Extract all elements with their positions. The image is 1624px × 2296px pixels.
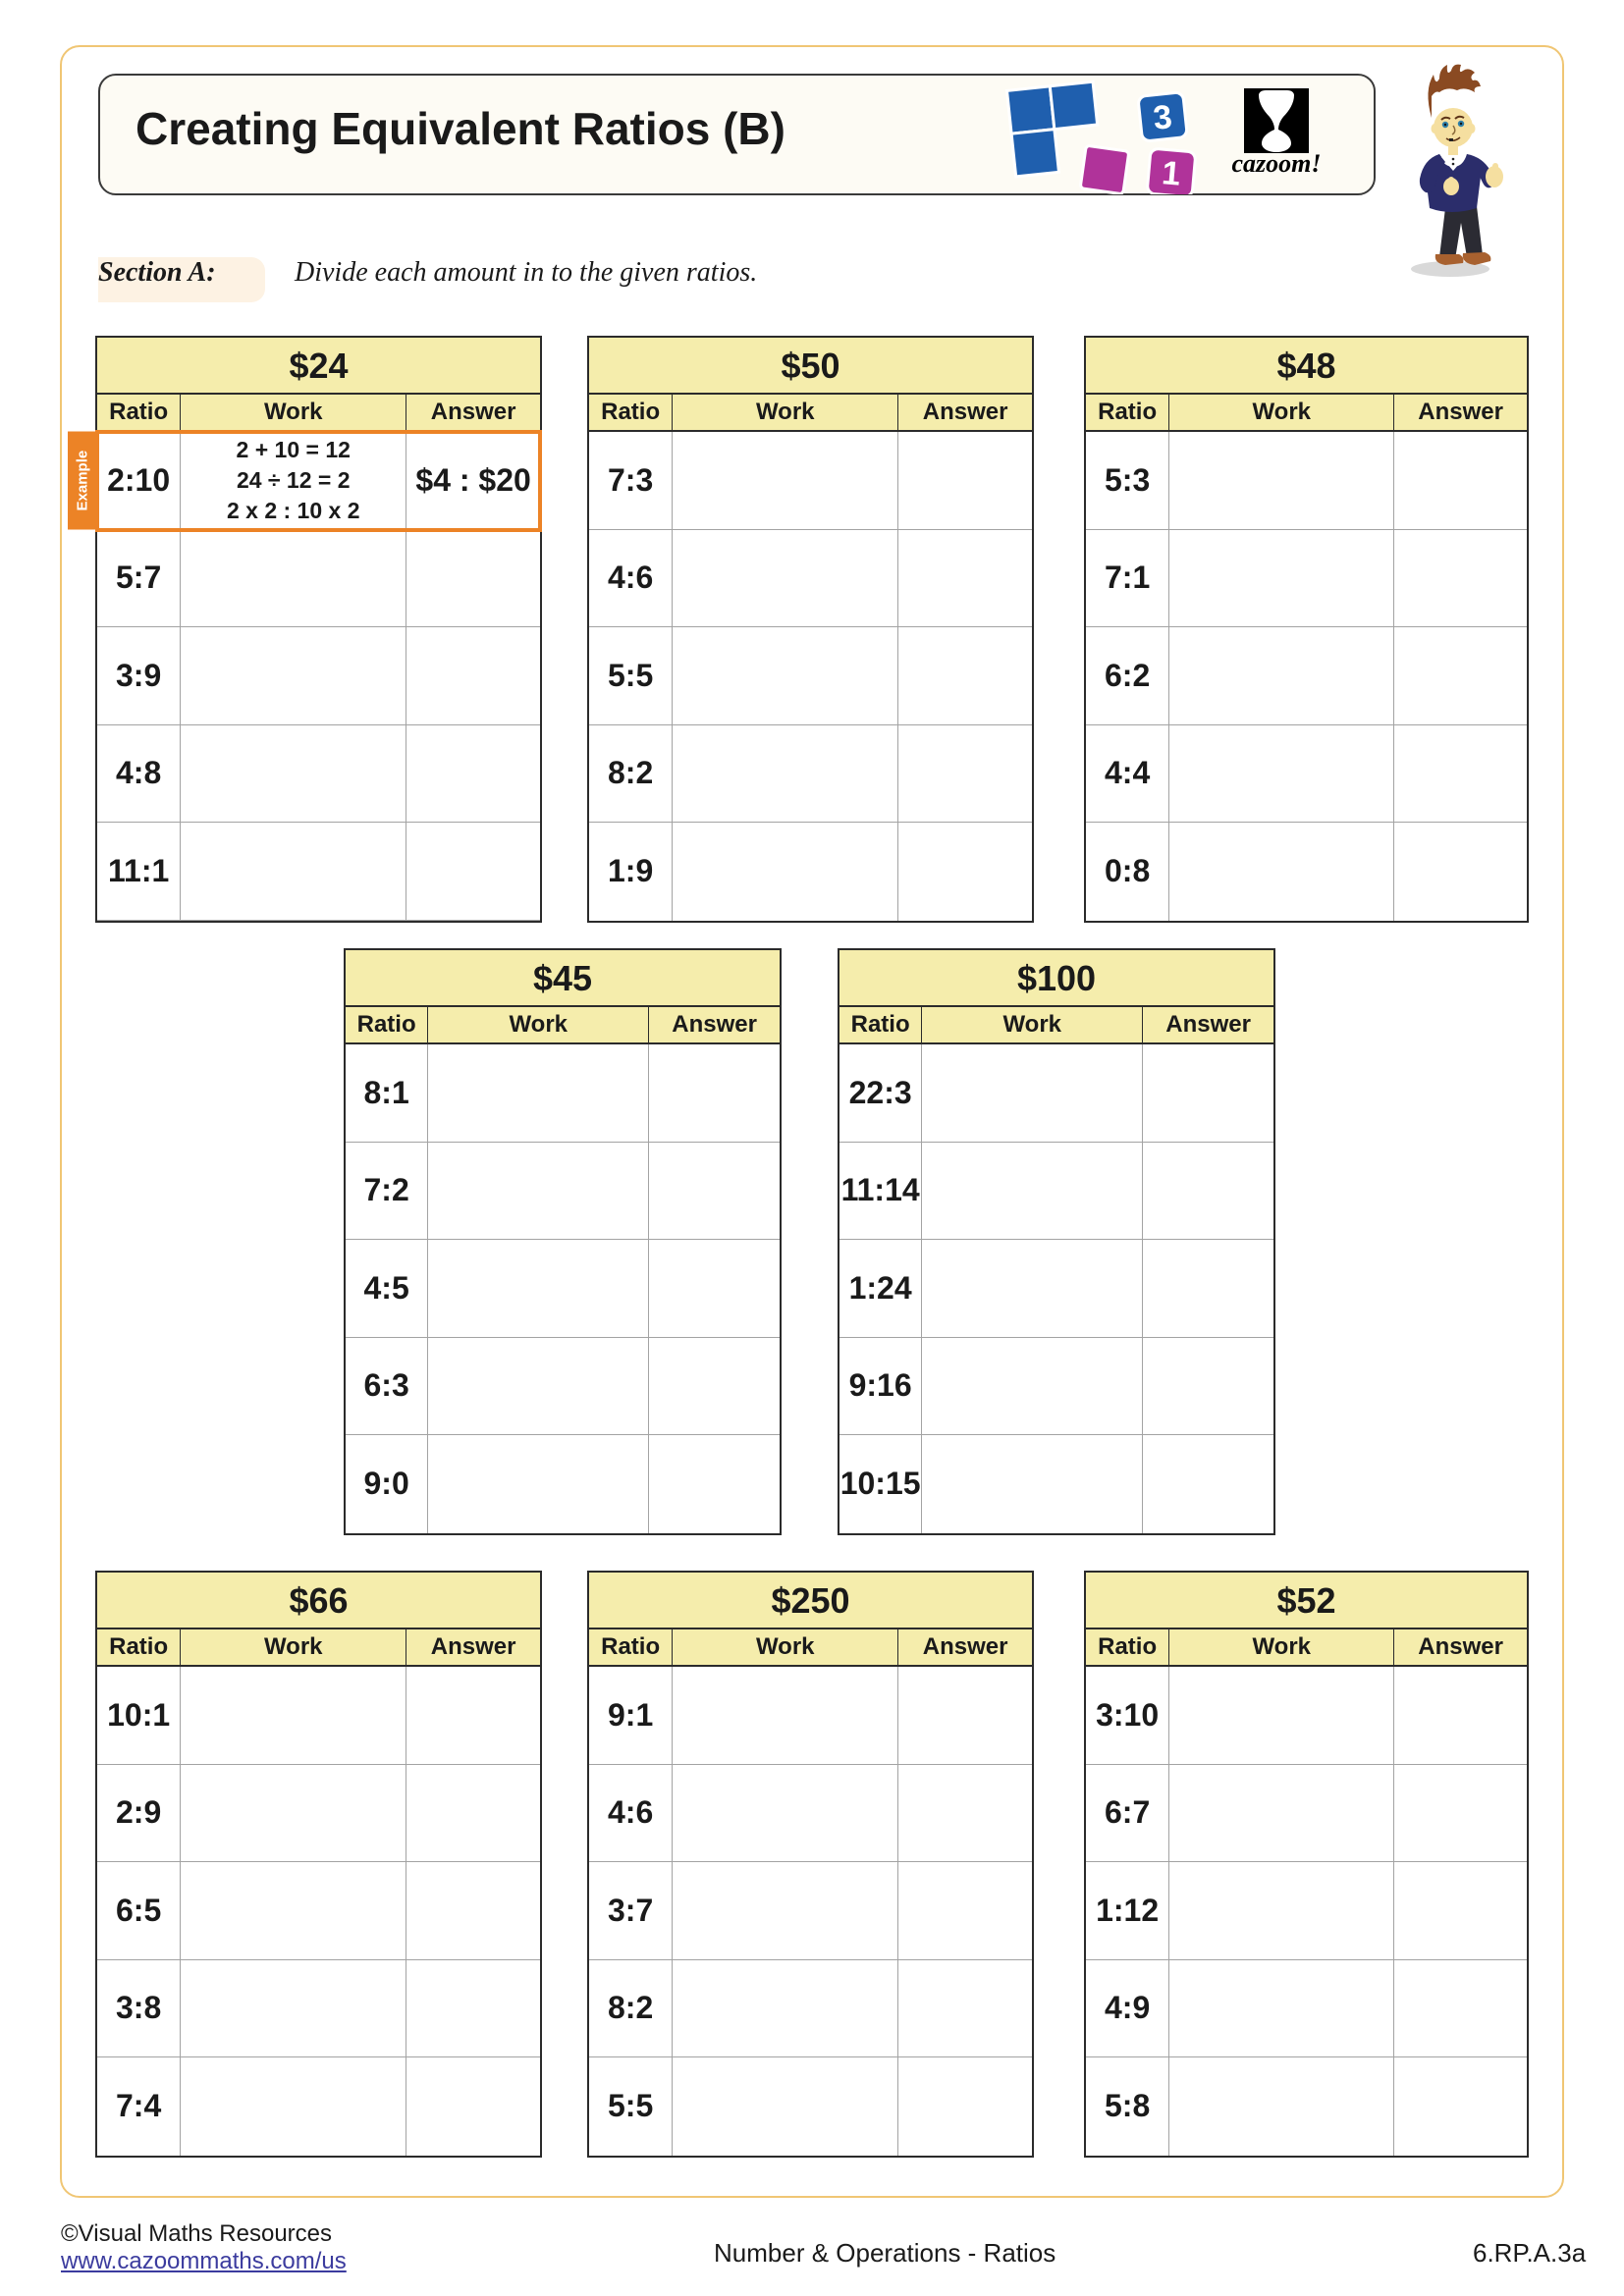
svg-text:cazoom!: cazoom! bbox=[1232, 149, 1322, 178]
svg-text:3: 3 bbox=[1152, 98, 1174, 137]
svg-text:1: 1 bbox=[1161, 154, 1182, 193]
